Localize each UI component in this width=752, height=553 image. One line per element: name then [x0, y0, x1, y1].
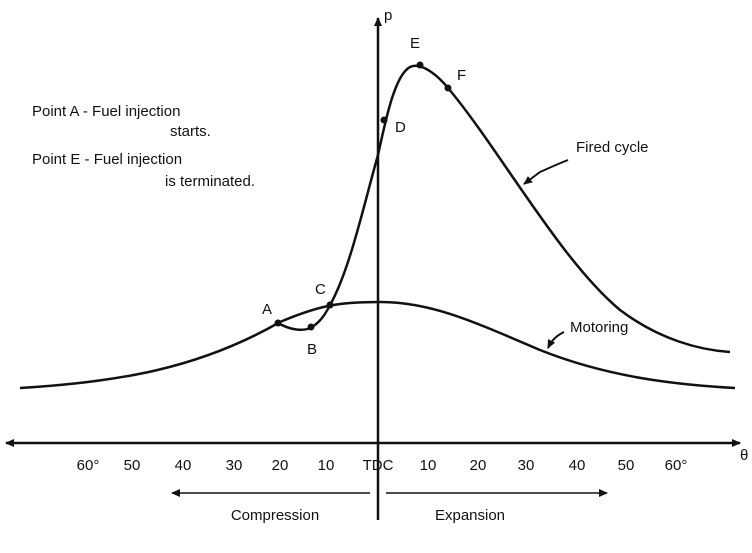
p-label: p — [384, 7, 392, 24]
tick-label: 10 — [420, 457, 437, 474]
note: starts. — [170, 123, 211, 140]
tick-label: 30 — [518, 457, 535, 474]
point-label: C — [315, 281, 326, 298]
expansion-label: Expansion — [435, 507, 505, 524]
note: Point E - Fuel injection — [32, 151, 182, 168]
tick-label: 30 — [226, 457, 243, 474]
motoring-curve — [19, 300, 736, 390]
tick-label: TDC — [363, 457, 394, 474]
tick-label: 40 — [569, 457, 586, 474]
tick-label: 20 — [272, 457, 289, 474]
tick-label: 40 — [175, 457, 192, 474]
fired-label: Fired cycle — [576, 139, 649, 156]
note: is terminated. — [165, 173, 255, 190]
tick-label: 60° — [77, 457, 100, 474]
point-label: A — [262, 301, 272, 318]
dot — [326, 301, 334, 309]
tick-label: 50 — [124, 457, 141, 474]
dot — [380, 116, 388, 124]
point-label: E — [410, 35, 420, 52]
dot — [416, 61, 424, 69]
tick-label: 20 — [470, 457, 487, 474]
point-dots — [274, 61, 452, 331]
tick-label: 10 — [318, 457, 335, 474]
dot — [307, 323, 315, 331]
theta-label: θ — [740, 447, 748, 464]
motoring-leader — [547, 331, 565, 349]
note: Point A - Fuel injection — [32, 103, 180, 120]
point-label: B — [307, 341, 317, 358]
fired-leader — [523, 159, 569, 185]
dot — [274, 319, 282, 327]
dot — [444, 84, 452, 92]
fired-curve — [277, 64, 731, 354]
motoring-label: Motoring — [570, 319, 628, 336]
tick-label: 50 — [618, 457, 635, 474]
tick-label: 60° — [665, 457, 688, 474]
point-label: D — [395, 119, 406, 136]
point-label: F — [457, 67, 466, 84]
compression-label: Compression — [231, 507, 319, 524]
